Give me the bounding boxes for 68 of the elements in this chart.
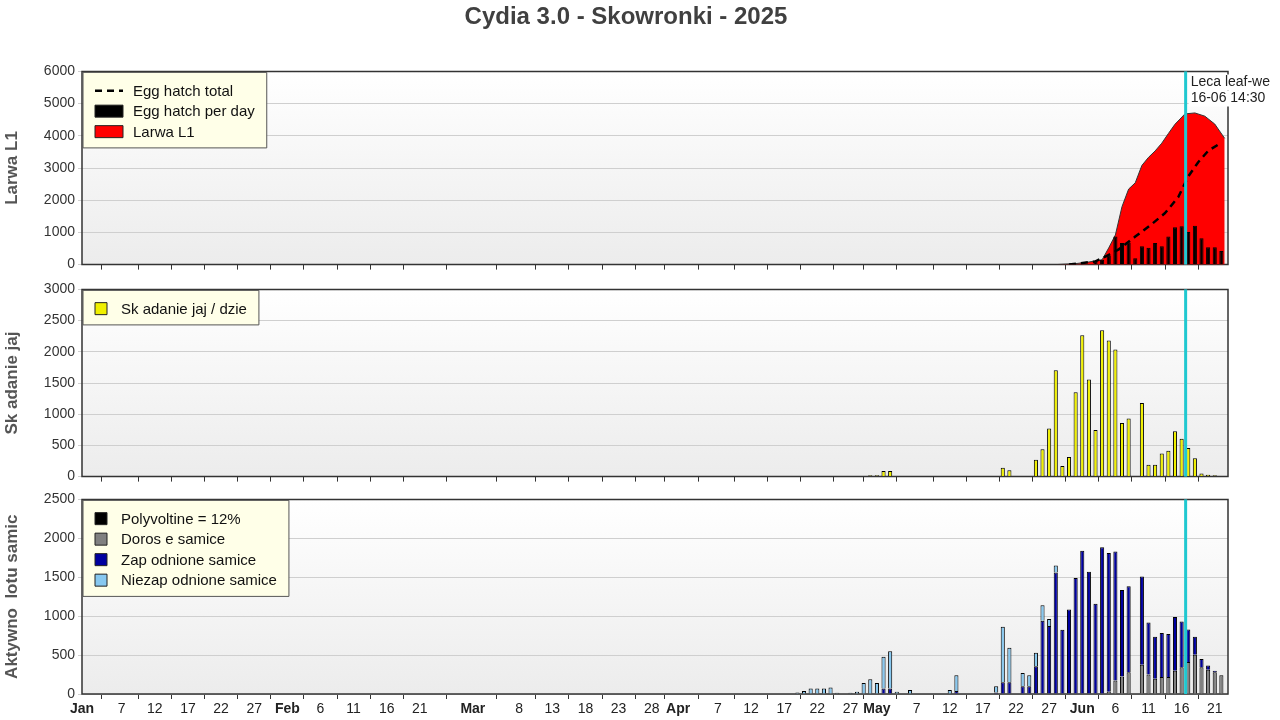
y-tick-label: 0 [67,467,76,484]
x-tick-label: 12 [147,700,163,717]
x-tick-label: 23 [610,700,627,717]
legend-label: Egg hatch total [133,81,234,99]
x-tick-label: 17 [975,700,991,717]
y-tick-label: 1000 [43,223,76,240]
x-tick-label: 27 [842,700,859,717]
chart-title: Cydia 3.0 - Skowronki - 2025 [463,2,789,30]
legend-label: Zap odnione samice [121,550,257,568]
x-tick-label: 13 [544,700,561,717]
x-tick-label: 21 [1206,700,1223,717]
x-tick-label: Apr [666,700,691,717]
y-tick-label: 2000 [43,342,76,359]
y-tick-label: 0 [67,684,76,701]
x-tick-label: 21 [412,700,428,717]
x-tick-label: 17 [180,700,196,717]
y-tick-label: 500 [51,645,76,662]
y-tick-label: 1500 [43,373,76,390]
x-tick-label: May [863,700,891,717]
x-tick-label: 12 [743,700,760,717]
legend-label: Doros e samice [121,530,226,548]
x-tick-label: 11 [1141,700,1156,717]
x-tick-label: 22 [809,700,826,717]
x-tick-label: 7 [117,700,126,717]
x-tick-label: 6 [1111,700,1120,717]
x-tick-label: 22 [1008,700,1025,717]
annotation: 16-06 14:30 [1190,89,1266,106]
y-tick-label: 0 [67,255,76,272]
x-tick-label: 11 [346,700,362,717]
x-tick-label: 16 [1173,700,1190,717]
y-tick-label: 2500 [43,311,76,328]
legend-label: Sk adanie jaj / dzie [121,299,247,317]
x-tick-label: 22 [213,700,230,717]
x-tick-label: 28 [643,700,660,717]
y-tick-label: 6000 [43,62,76,79]
x-tick-label: Mar [460,700,486,717]
x-tick-label: Jun [1069,700,1095,717]
legend-label: Egg hatch per day [133,102,256,120]
y-axis-title: Larwa L1 [1,131,21,205]
x-tick-label: Feb [274,700,300,717]
y-tick-label: 2000 [43,191,76,208]
y-tick-label: 3000 [43,158,76,175]
x-tick-label: 6 [316,700,325,717]
y-tick-label: 1000 [43,405,76,422]
x-tick-label: 27 [246,700,263,717]
x-tick-label: 16 [378,700,395,717]
y-tick-label: 500 [51,436,76,453]
y-tick-label: 2000 [43,529,76,546]
x-tick-label: 7 [714,700,723,717]
x-tick-label: 17 [776,700,793,717]
y-tick-label: 2500 [43,490,76,507]
x-tick-label: 7 [912,700,921,717]
y-tick-label: 1500 [43,568,76,585]
y-tick-label: 3000 [43,280,76,297]
y-axis-title: Sk adanie jaj [1,331,21,435]
x-tick-label: 18 [577,700,594,717]
y-tick-label: 5000 [43,94,76,111]
legend-label: Larwa L1 [133,122,195,140]
annotation: Leca leaf-we [1190,73,1271,90]
y-tick-label: 4000 [43,126,76,143]
x-tick-label: 12 [941,700,958,717]
legend-label: Niezap odnione samice [121,571,277,589]
y-axis-title: Aktywno lotu samic [1,514,21,679]
x-tick-label: 8 [515,700,524,717]
y-tick-label: 1000 [43,607,76,624]
x-tick-label: 27 [1041,700,1058,717]
x-tick-label: Jan [69,700,95,717]
legend-label: Polyvoltine = 12% [121,509,241,527]
